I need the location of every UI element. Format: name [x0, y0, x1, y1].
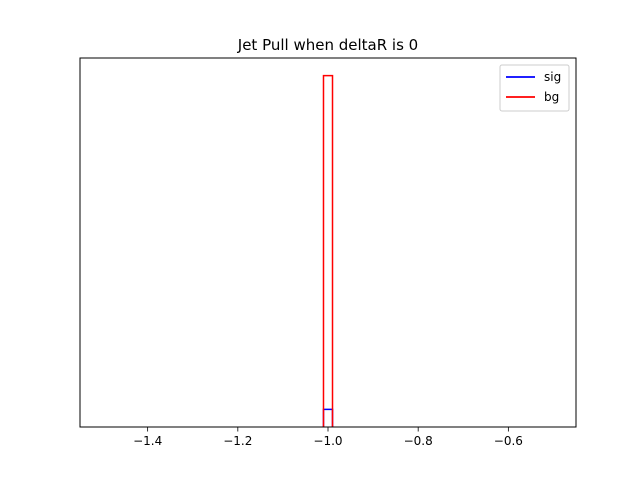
x-tick-label: −0.8	[404, 434, 433, 448]
x-tick-label: −1.0	[313, 434, 342, 448]
series-layer	[322, 74, 334, 427]
chart-title: Jet Pull when deltaR is 0	[237, 36, 418, 54]
x-tick-label: −1.2	[223, 434, 252, 448]
x-tick-label: −0.6	[494, 434, 523, 448]
legend-label-sig: sig	[544, 70, 561, 84]
legend: sig bg	[499, 64, 570, 112]
x-tick-label: −1.4	[133, 434, 162, 448]
series-bg-bin-0	[322, 74, 334, 427]
x-axis: −1.4 −1.2 −1.0 −0.8 −0.6	[133, 427, 523, 448]
legend-label-bg: bg	[544, 90, 559, 104]
